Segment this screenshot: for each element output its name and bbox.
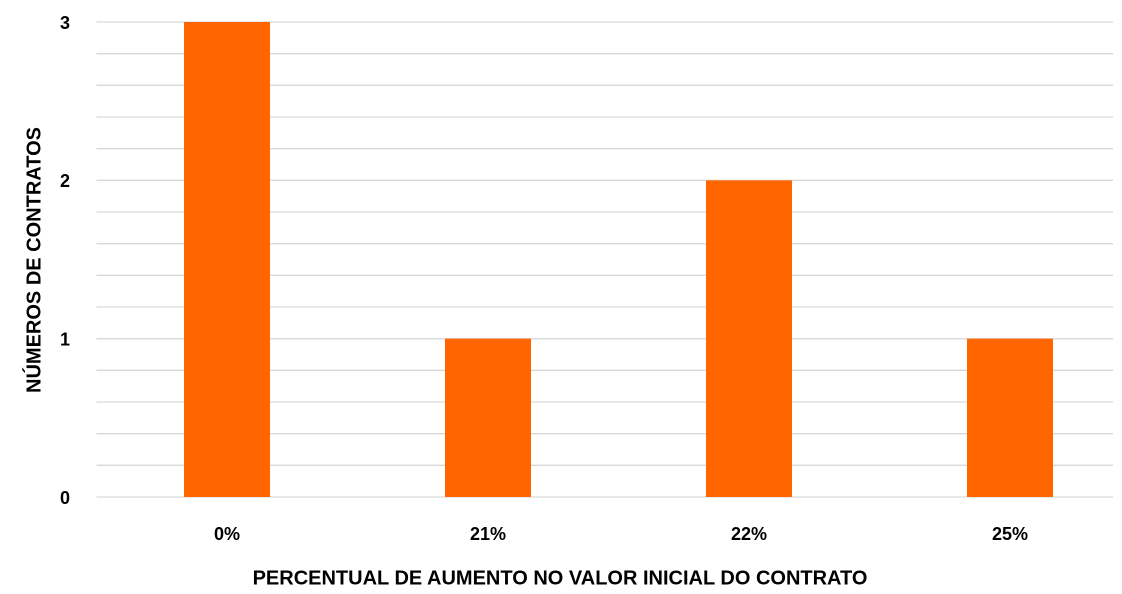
y-tick-label: 2 xyxy=(60,171,70,191)
x-tick-label: 21% xyxy=(470,524,506,544)
x-tick-label: 0% xyxy=(214,524,240,544)
x-tick-label: 22% xyxy=(731,524,767,544)
bar xyxy=(706,180,792,498)
x-tick-label: 25% xyxy=(992,524,1028,544)
x-axis-title: PERCENTUAL DE AUMENTO NO VALOR INICIAL D… xyxy=(253,567,868,589)
bar xyxy=(445,338,531,497)
y-axis-title: NÚMEROS DE CONTRATOS xyxy=(21,127,45,393)
bar xyxy=(184,22,270,497)
y-tick-label: 0 xyxy=(60,488,70,508)
y-tick-label: 3 xyxy=(60,13,70,33)
y-tick-label: 1 xyxy=(60,329,70,349)
bar xyxy=(967,338,1053,497)
